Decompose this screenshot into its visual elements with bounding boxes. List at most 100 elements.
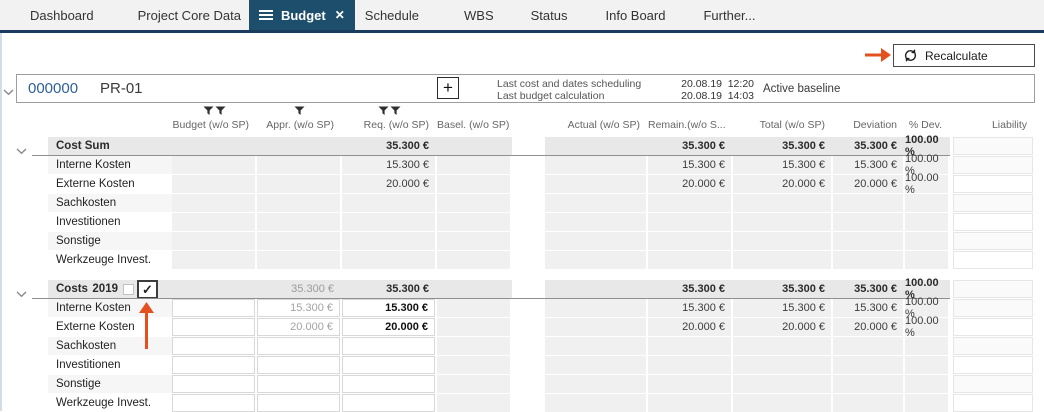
cell-liab	[953, 299, 1033, 317]
cell-actual	[545, 299, 646, 317]
tab-status[interactable]: Status	[531, 0, 568, 30]
cell-basel	[437, 156, 510, 174]
active-baseline-label: Active baseline	[763, 83, 841, 95]
group-collapse-icon[interactable]	[16, 285, 28, 298]
cell-req[interactable]	[342, 375, 435, 393]
cell-req[interactable]: 20.000 €	[342, 318, 435, 336]
col-header-actual[interactable]: Actual (w/o SP)	[567, 119, 640, 131]
cell-deviation	[833, 251, 903, 269]
cell-actual	[545, 175, 646, 193]
cell-deviation	[833, 394, 903, 412]
cell-deviation	[833, 356, 903, 374]
cell-budget	[172, 175, 255, 193]
cell-pdev: 100.00 %	[905, 315, 948, 339]
tab-project-core-data[interactable]: Project Core Data	[138, 0, 241, 30]
col-header-deviation[interactable]: Deviation	[853, 119, 897, 131]
cell-budget	[172, 194, 255, 212]
cell-budget	[172, 251, 255, 269]
col-header-remain[interactable]: Remain.(w/o S...	[648, 119, 726, 131]
confirm-checkbox[interactable]: ✓	[137, 280, 158, 299]
tab-further[interactable]: Further...	[703, 0, 755, 30]
col-header-total[interactable]: Total (w/o SP)	[759, 119, 825, 131]
tab-budget[interactable]: Budget ✕	[248, 0, 355, 30]
year-checkbox[interactable]	[123, 284, 134, 295]
cell-basel	[437, 394, 510, 412]
col-header-appr[interactable]: Appr. (w/o SP)	[266, 119, 334, 131]
cell-actual	[545, 251, 646, 269]
tab-schedule[interactable]: Schedule	[365, 0, 419, 30]
cell-basel	[437, 194, 510, 212]
add-button[interactable]: +	[437, 77, 459, 99]
cell-req[interactable]	[342, 337, 435, 355]
group-band	[48, 137, 512, 155]
cell-appr[interactable]	[257, 375, 340, 393]
cell-basel	[437, 356, 510, 374]
tab-wbs[interactable]: WBS	[464, 0, 494, 30]
cell-pdev: 100.00 %	[905, 153, 948, 177]
group-separator-line	[32, 298, 950, 299]
cell-total: 15.300 €	[733, 299, 831, 317]
cell-liab	[953, 337, 1033, 355]
cell-budget[interactable]	[172, 375, 255, 393]
cell-budget[interactable]	[172, 318, 255, 336]
filter-icon-appr[interactable]	[294, 106, 306, 117]
cell-appr[interactable]: 20.000 €	[257, 318, 340, 336]
cell-budget[interactable]	[172, 394, 255, 412]
cell-total	[733, 394, 831, 412]
filter-icon-req[interactable]	[378, 106, 402, 117]
project-number[interactable]: 000000	[28, 80, 79, 97]
cell-appr[interactable]	[257, 356, 340, 374]
cell-budget[interactable]	[172, 356, 255, 374]
cell-appr[interactable]: 15.300 €	[257, 299, 340, 317]
cell-budget[interactable]	[172, 299, 255, 317]
cell-deviation: 20.000 €	[833, 318, 903, 336]
group-collapse-icon[interactable]	[16, 142, 28, 155]
tab-label: Schedule	[364, 7, 419, 23]
cell-req[interactable]: 15.300 €	[342, 299, 435, 317]
row-label: Werkzeuge Invest.	[48, 394, 172, 412]
cell-req: 15.300 €	[342, 156, 435, 174]
tab-info-board[interactable]: Info Board	[605, 0, 665, 30]
cell-req[interactable]	[342, 356, 435, 374]
annotation-arrow-recalculate	[865, 48, 891, 62]
cell-total: 15.300 €	[733, 156, 831, 174]
cell-remain	[648, 194, 731, 212]
cell-budget[interactable]	[172, 337, 255, 355]
cell-actual	[545, 156, 646, 174]
cell-appr[interactable]	[257, 337, 340, 355]
cell-req: 35.300 €	[386, 283, 429, 295]
col-header-basel[interactable]: Basel. (w/o SP)	[437, 119, 510, 131]
cell-appr[interactable]	[257, 394, 340, 412]
cell-req[interactable]	[342, 394, 435, 412]
col-header-req[interactable]: Req. (w/o SP)	[363, 119, 429, 131]
col-header-liab[interactable]: Liability	[991, 119, 1027, 131]
close-icon[interactable]: ✕	[334, 8, 345, 22]
cell-appr	[257, 251, 340, 269]
cell-liab	[953, 356, 1033, 374]
tab-dashboard[interactable]: Dashboard	[30, 0, 94, 30]
cell-liab	[953, 394, 1033, 412]
filter-icon-budget[interactable]	[203, 106, 227, 117]
last-budget-calc-time: 14:03	[727, 90, 754, 102]
recalculate-button[interactable]: Recalculate	[893, 44, 1035, 67]
cell-actual	[545, 337, 646, 355]
cell-total	[733, 251, 831, 269]
cell-liab	[953, 318, 1033, 336]
col-header-budget[interactable]: Budget (w/o SP)	[172, 119, 249, 131]
group-label: Costs	[56, 283, 88, 295]
cell-remain	[648, 213, 731, 231]
project-collapse-icon[interactable]	[3, 83, 14, 101]
cell-liab	[953, 194, 1033, 212]
cell-basel	[437, 213, 510, 231]
cell-pdev	[905, 213, 948, 231]
cell-total: 35.300 €	[782, 140, 825, 152]
cell-total	[733, 337, 831, 355]
cell-pdev	[905, 394, 948, 412]
col-header-pdev[interactable]: % Dev.	[908, 119, 942, 131]
cell-remain	[648, 232, 731, 250]
cell-remain: 20.000 €	[648, 175, 731, 193]
cell-deviation: 35.300 €	[854, 283, 897, 295]
cell-remain: 35.300 €	[682, 283, 725, 295]
cell-basel	[437, 251, 510, 269]
cell-total	[733, 213, 831, 231]
